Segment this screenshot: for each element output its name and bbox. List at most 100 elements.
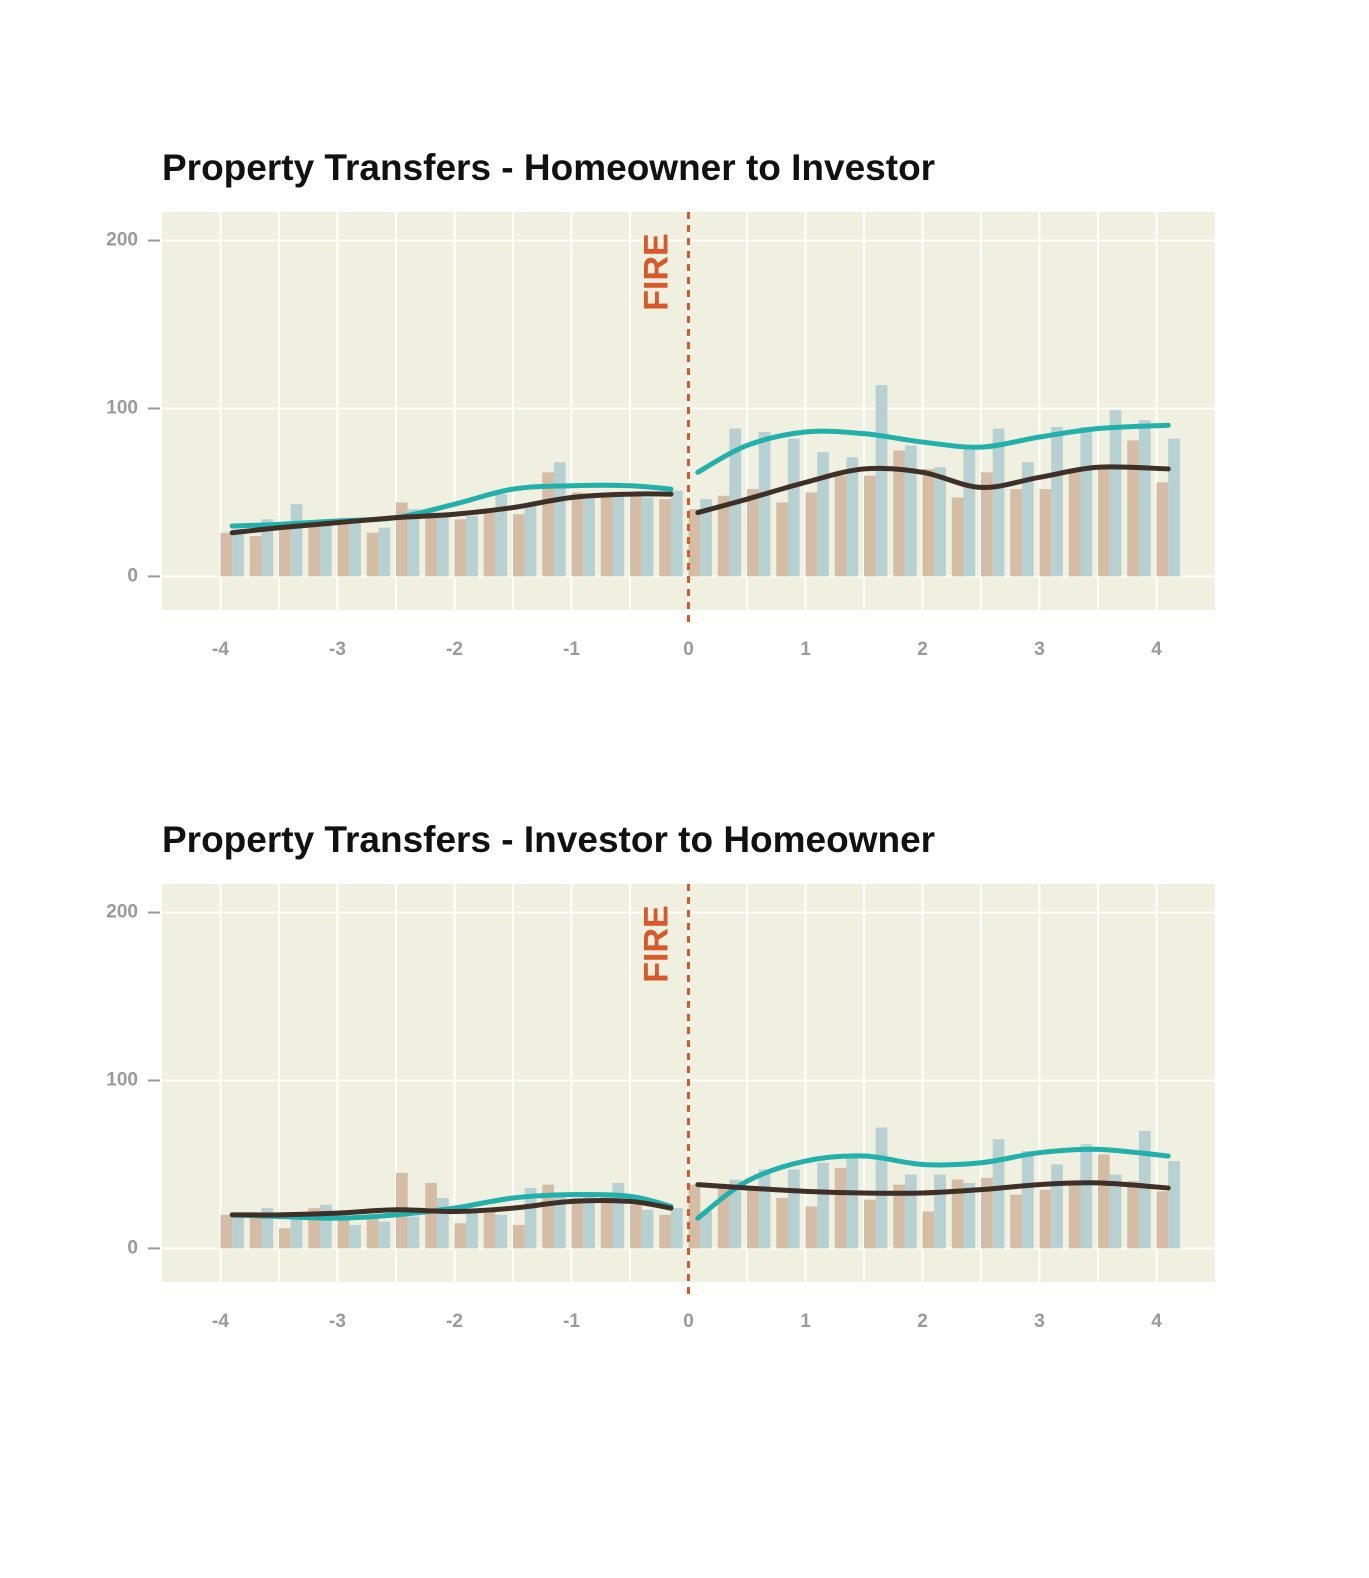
bar: [1138, 1130, 1151, 1249]
bar: [717, 1184, 730, 1249]
bar: [337, 522, 350, 577]
y-tick-label: 0: [127, 565, 138, 586]
bar: [220, 1214, 233, 1249]
bar: [308, 522, 320, 577]
bar: [349, 522, 361, 577]
bar: [776, 1198, 788, 1249]
bar: [1109, 410, 1122, 577]
x-tick-label: 2: [917, 1311, 928, 1332]
bar: [963, 448, 976, 577]
bar: [337, 1216, 350, 1249]
x-tick-label: 0: [683, 639, 694, 660]
y-tick-label: 100: [106, 397, 138, 418]
bar: [1080, 426, 1093, 577]
bar: [553, 462, 566, 577]
bar: [659, 1214, 671, 1249]
x-tick-label: -3: [329, 1311, 346, 1332]
bar: [366, 532, 379, 577]
bar: [483, 1208, 496, 1249]
bar: [495, 1214, 508, 1249]
bar: [641, 1209, 654, 1249]
bar: [893, 450, 905, 577]
event-label: FIRE: [637, 905, 675, 982]
bar: [1068, 1181, 1081, 1249]
bar: [600, 1192, 613, 1249]
bar: [747, 489, 759, 577]
bar: [571, 492, 584, 577]
bar: [904, 445, 917, 577]
bar: [864, 1199, 876, 1249]
bar: [1039, 489, 1052, 577]
bar: [483, 512, 496, 577]
bar: [425, 512, 437, 577]
bar: [992, 1139, 1005, 1249]
bar: [992, 428, 1005, 577]
bar: [758, 431, 771, 577]
bar: [1021, 1151, 1034, 1249]
bar: [583, 494, 595, 577]
x-tick-label: 4: [1151, 639, 1162, 660]
bar: [934, 467, 946, 577]
bar: [319, 1204, 332, 1249]
x-tick-label: 1: [800, 1311, 811, 1332]
bar: [261, 519, 274, 577]
y-tick-label: 0: [127, 1237, 138, 1258]
bar: [1156, 1191, 1169, 1249]
bar: [425, 1182, 437, 1249]
bar: [1168, 1161, 1180, 1249]
x-tick-label: 3: [1034, 1311, 1045, 1332]
y-tick-label: 200: [106, 902, 138, 923]
x-tick-label: 1: [800, 639, 811, 660]
x-tick-label: -2: [446, 639, 463, 660]
bar: [951, 497, 964, 577]
bar: [630, 1204, 642, 1249]
bar: [1021, 462, 1034, 577]
bar: [378, 527, 391, 577]
x-tick-label: 3: [1034, 639, 1045, 660]
trend-line: [229, 422, 1171, 529]
bar: [846, 457, 859, 577]
bar: [378, 1221, 391, 1249]
bar: [466, 515, 478, 577]
y-tick-label: 200: [106, 230, 138, 251]
x-tick-label: -1: [563, 1311, 580, 1332]
bar: [717, 495, 730, 577]
x-tick-label: 4: [1151, 1311, 1162, 1332]
bar: [407, 509, 420, 577]
bar: [1010, 1194, 1022, 1249]
bar: [571, 1198, 584, 1249]
event-label: FIRE: [637, 233, 675, 310]
bar: [700, 1211, 712, 1249]
bar: [805, 1206, 818, 1249]
bar: [454, 519, 467, 577]
bar: [513, 1224, 525, 1249]
bar: [922, 468, 935, 577]
trend-line: [229, 464, 1171, 536]
bar: [583, 1192, 595, 1249]
bar: [524, 1187, 537, 1249]
bar: [922, 1211, 935, 1249]
bar: [612, 492, 625, 577]
bar: [232, 529, 244, 577]
bar: [875, 1127, 888, 1249]
x-tick-label: 2: [917, 639, 928, 660]
bar: [1051, 1164, 1063, 1249]
bar: [1156, 482, 1169, 577]
bar: [396, 502, 408, 577]
bar: [279, 526, 291, 577]
bar: [600, 492, 613, 577]
bar: [290, 504, 303, 577]
bar: [513, 514, 525, 577]
bar: [542, 472, 554, 577]
bar: [951, 1179, 964, 1249]
bar: [729, 1179, 742, 1249]
bar: [981, 1177, 993, 1249]
bar: [805, 492, 818, 577]
bar: [904, 1174, 917, 1249]
bar: [1098, 468, 1110, 577]
bar: [436, 1198, 449, 1249]
bar: [875, 384, 888, 577]
bar: [308, 1208, 320, 1249]
bar: [612, 1182, 625, 1249]
bar: [232, 1214, 244, 1249]
